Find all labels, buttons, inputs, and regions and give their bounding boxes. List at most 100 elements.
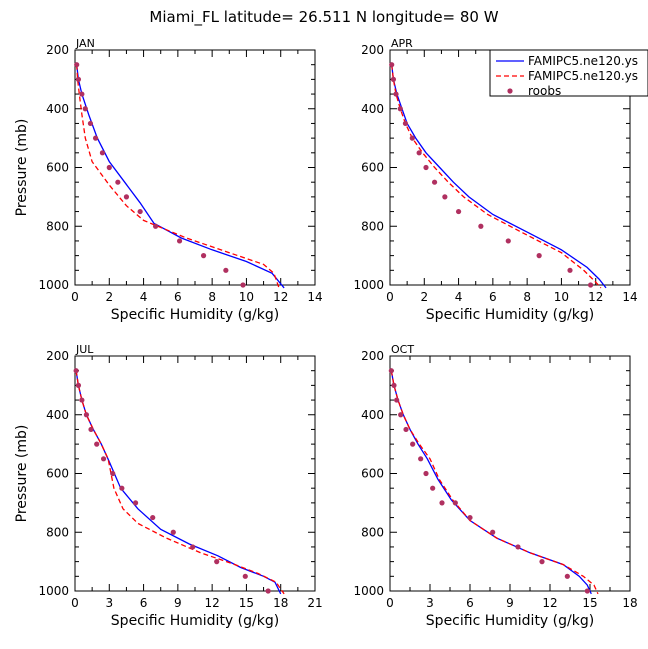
jan-y-tick-label: 200: [46, 43, 69, 57]
jan-obs-point: [123, 194, 130, 200]
jan-obs-point: [75, 76, 82, 82]
apr-obs-point: [402, 120, 409, 127]
jan-series-solid: [76, 64, 285, 289]
jul-x-tick-label: 15: [239, 596, 254, 610]
jul-obs-point: [190, 544, 196, 550]
jan-x-tick-label: 10: [239, 290, 254, 304]
apr-x-tick-label: 0: [386, 290, 394, 304]
jul-obs-point: [79, 397, 85, 403]
jul-x-tick-label: 3: [105, 596, 113, 610]
jul-obs-point: [119, 485, 125, 491]
apr-series-solid: [391, 64, 607, 289]
apr-x-tick-label: 8: [523, 290, 531, 304]
oct-obs-point: [584, 588, 590, 594]
jul-x-tick-label: 12: [205, 596, 220, 610]
jul-series-solid: [75, 370, 282, 595]
jan-y-axis-title: Pressure (mb): [14, 119, 30, 217]
apr-obs-point: [478, 223, 484, 229]
oct-obs-point: [423, 470, 429, 477]
jul-x-tick-label: 0: [71, 596, 79, 610]
jul-x-axis-title: Specific Humidity (g/kg): [111, 613, 279, 629]
oct-obs-point: [388, 368, 394, 374]
apr-x-tick-label: 10: [554, 290, 569, 304]
jan-obs-point: [115, 179, 121, 185]
jan-x-tick-label: 12: [273, 290, 288, 304]
oct-obs-point: [564, 573, 570, 579]
jul-obs-point: [100, 456, 107, 462]
apr-obs-point: [431, 179, 438, 185]
jan-obs-point: [106, 164, 112, 171]
apr-obs-point: [442, 194, 448, 200]
apr-obs-point: [389, 62, 395, 68]
oct-x-tick-label: 15: [582, 596, 597, 610]
jul-y-tick-label: 400: [46, 408, 69, 422]
apr-x-tick-label: 14: [622, 290, 637, 304]
jan-x-tick-label: 6: [174, 290, 182, 304]
jan-panel-label: JAN: [75, 37, 95, 50]
jan-x-axis-title: Specific Humidity (g/kg): [111, 307, 279, 323]
oct-x-tick-label: 3: [426, 596, 434, 610]
oct-obs-point: [418, 456, 424, 462]
jul-x-tick-label: 6: [140, 596, 148, 610]
jul-y-tick-label: 200: [46, 349, 69, 363]
jan-x-tick-label: 8: [208, 290, 216, 304]
jul-obs-point: [88, 426, 94, 433]
jan-y-tick-label: 800: [46, 219, 69, 233]
jan-y-tick-label: 400: [46, 102, 69, 116]
jul-obs-point: [265, 588, 271, 594]
apr-obs-point: [455, 208, 462, 215]
jul-obs-point: [110, 470, 116, 477]
apr-obs-point: [409, 135, 415, 141]
legend-label: roobs: [528, 84, 561, 98]
apr-obs-point: [397, 106, 403, 112]
jan-obs-point: [240, 282, 246, 288]
oct-x-axis-title: Specific Humidity (g/kg): [426, 613, 594, 629]
apr-obs-point: [416, 150, 422, 156]
apr-obs-point: [505, 238, 511, 244]
jul-y-tick-label: 600: [46, 467, 69, 481]
oct-panel-label: OCT: [391, 343, 414, 356]
chart-title: Miami_FL latitude= 26.511 N longitude= 8…: [149, 8, 498, 27]
apr-y-tick-label: 600: [361, 161, 384, 175]
apr-y-tick-label: 800: [361, 219, 384, 233]
jul-obs-point: [94, 441, 100, 447]
apr-obs-point: [393, 91, 399, 97]
oct-y-tick-label: 1000: [353, 584, 384, 598]
oct-obs-point: [539, 559, 545, 565]
jan-obs-point: [74, 62, 80, 68]
oct-y-tick-label: 200: [361, 349, 384, 363]
legend-label: FAMIPC5.ne120.ys: [528, 54, 638, 68]
oct-x-tick-label: 18: [622, 596, 637, 610]
apr-obs-point: [567, 267, 573, 273]
jan-obs-point: [223, 267, 229, 273]
apr-x-tick-label: 4: [455, 290, 463, 304]
jan-x-tick-label: 2: [105, 290, 113, 304]
jul-y-tick-label: 800: [46, 525, 69, 539]
oct-obs-point: [439, 500, 445, 506]
oct-obs-point: [467, 514, 473, 521]
jan-obs-point: [152, 223, 159, 229]
apr-y-tick-label: 400: [361, 102, 384, 116]
jul-obs-point: [132, 500, 139, 506]
jul-obs-point: [170, 529, 176, 535]
apr-series-dashed: [391, 64, 602, 289]
jan-y-tick-label: 1000: [38, 278, 69, 292]
apr-panel-label: APR: [391, 37, 413, 50]
oct-obs-point: [410, 441, 416, 447]
apr-x-tick-label: 6: [489, 290, 497, 304]
legend-box: [489, 49, 648, 97]
jul-obs-point: [214, 559, 220, 565]
apr-y-tick-label: 1000: [353, 278, 384, 292]
jan-obs-point: [99, 150, 106, 156]
apr-x-axis-title: Specific Humidity (g/kg): [426, 307, 594, 323]
jul-x-tick-label: 21: [307, 596, 322, 610]
oct-obs-point: [403, 426, 409, 433]
oct-obs-point: [490, 529, 496, 535]
oct-obs-point: [394, 397, 400, 403]
apr-obs-point: [390, 76, 397, 82]
jan-series-dashed: [76, 64, 280, 289]
oct-x-tick-label: 9: [506, 596, 514, 610]
jan-obs-point: [82, 106, 88, 112]
apr-obs-point: [536, 253, 542, 259]
